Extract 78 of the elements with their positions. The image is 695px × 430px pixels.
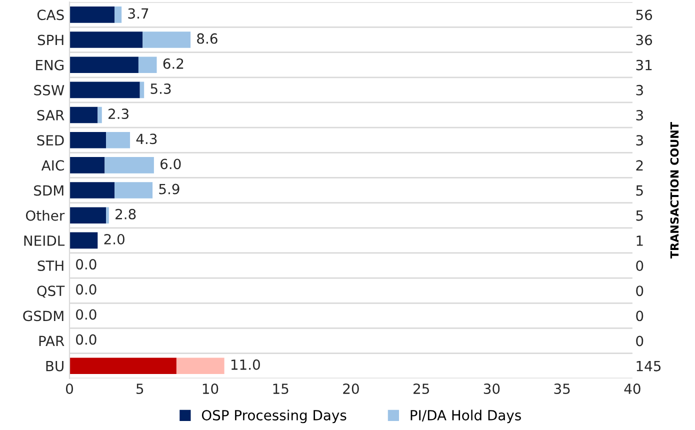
y2-tick-label: 5 xyxy=(636,210,643,221)
y2-tick-label: 0 xyxy=(636,260,644,271)
y-tick-label: QST xyxy=(37,286,65,298)
total-label: 6.2 xyxy=(163,58,184,69)
x-tick-label: 0 xyxy=(66,384,73,394)
y2-tick-label: 31 xyxy=(636,60,652,70)
y2-tick-label: 1 xyxy=(636,236,643,246)
bar xyxy=(106,132,130,148)
y-tick-label: ENG xyxy=(36,60,64,70)
total-label: 2.8 xyxy=(116,208,136,220)
y2-tick-label: 0 xyxy=(636,336,644,346)
total-label: 11.0 xyxy=(231,359,260,370)
bar xyxy=(114,182,153,198)
bar xyxy=(70,132,106,148)
x-tick-label: 10 xyxy=(202,384,218,394)
y-tick-label: SDM xyxy=(34,185,64,196)
bar xyxy=(140,82,144,98)
y2-tick-label: 2 xyxy=(636,160,643,170)
total-label: 3.7 xyxy=(128,8,148,19)
y-tick-label: GSDM xyxy=(23,310,64,322)
total-label: 5.3 xyxy=(150,83,171,94)
y-tick-label: Other xyxy=(26,210,65,221)
total-label: 5.9 xyxy=(159,184,180,194)
y2-tick-label: 3 xyxy=(636,135,643,146)
total-label: 4.3 xyxy=(136,134,157,144)
y-tick-label: AIC xyxy=(41,160,64,171)
bar xyxy=(106,207,109,224)
bar xyxy=(98,106,102,124)
y-tick-label: SSW xyxy=(34,84,64,96)
total-label: 8.6 xyxy=(197,33,218,44)
y2-tick-label: 3 xyxy=(636,84,643,96)
bar xyxy=(70,182,115,198)
bar xyxy=(138,56,157,74)
bar xyxy=(70,232,98,249)
bar xyxy=(70,32,143,48)
total-label: 6.0 xyxy=(160,158,181,170)
bar xyxy=(70,82,140,98)
x-tick-label: 35 xyxy=(554,384,570,394)
x-tick-label: 40 xyxy=(624,384,640,394)
total-label: 0.0 xyxy=(76,309,96,320)
y2-tick-label: 3 xyxy=(636,110,643,120)
bar xyxy=(70,106,98,124)
bar xyxy=(70,157,105,174)
bar xyxy=(104,157,154,174)
y-tick-label: SPH xyxy=(38,34,64,46)
total-label: 0.0 xyxy=(76,334,96,345)
y2-tick-label: 5 xyxy=(636,185,643,196)
y2-axis-title: TRANSACTION COUNT xyxy=(670,122,679,259)
y-tick-label: SAR xyxy=(37,110,64,120)
bar xyxy=(70,207,106,224)
total-label: 0.0 xyxy=(76,259,96,270)
y2-tick-label: 0 xyxy=(636,310,644,322)
total-label: 2.0 xyxy=(104,234,124,244)
bar xyxy=(114,6,122,23)
x-tick-label: 15 xyxy=(273,384,288,394)
y2-tick-label: 56 xyxy=(636,10,652,20)
bar xyxy=(176,358,224,374)
y2-tick-label: 0 xyxy=(636,286,644,296)
x-tick-label: 20 xyxy=(343,384,359,394)
x-tick-label: 25 xyxy=(414,384,429,394)
total-label: 2.3 xyxy=(108,108,128,120)
legend-label: OSP Processing Days xyxy=(202,410,346,424)
bar xyxy=(70,358,176,374)
x-tick-label: 30 xyxy=(484,384,500,394)
total-label: 0.0 xyxy=(76,284,96,295)
y2-tick-label: 145 xyxy=(636,361,661,372)
y-tick-label: PAR xyxy=(39,336,64,346)
bar xyxy=(70,56,138,74)
y-tick-label: NEIDL xyxy=(24,236,65,246)
bar xyxy=(142,32,191,48)
y-tick-label: STH xyxy=(38,260,64,271)
x-tick-label: 5 xyxy=(136,384,144,394)
y-tick-label: SED xyxy=(37,135,64,146)
y-tick-label: CAS xyxy=(37,10,64,20)
legend-label: PI/DA Hold Days xyxy=(410,410,521,424)
y2-tick-label: 36 xyxy=(636,34,652,46)
y-tick-label: BU xyxy=(46,361,64,372)
bar xyxy=(70,6,115,23)
